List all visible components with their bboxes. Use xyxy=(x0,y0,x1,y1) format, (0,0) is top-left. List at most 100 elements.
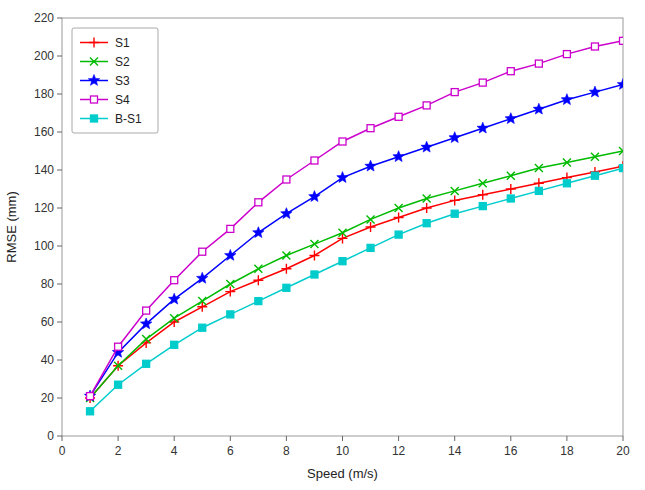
series-marker xyxy=(451,210,458,217)
x-tick xyxy=(510,436,511,441)
plot-area xyxy=(84,37,623,415)
y-tick xyxy=(57,436,62,437)
series-marker xyxy=(479,79,486,86)
series-marker xyxy=(395,113,402,120)
series-marker xyxy=(450,195,460,205)
series-marker xyxy=(199,248,206,255)
series-marker xyxy=(533,103,544,114)
series-marker xyxy=(311,157,318,164)
series-marker xyxy=(422,203,432,213)
series-marker xyxy=(255,199,262,206)
y-tick xyxy=(57,284,62,285)
legend-label: B-S1 xyxy=(115,112,142,126)
series-marker xyxy=(507,195,514,202)
series-marker xyxy=(197,272,208,283)
x-tick-label: 16 xyxy=(504,444,518,458)
y-tick xyxy=(57,56,62,57)
series-marker xyxy=(253,227,264,238)
series-marker xyxy=(198,297,206,305)
y-tick xyxy=(57,18,62,19)
y-tick xyxy=(57,208,62,209)
series-marker xyxy=(591,43,598,50)
series-marker xyxy=(365,160,376,171)
series-marker xyxy=(620,165,624,172)
series-marker xyxy=(394,213,404,223)
legend-marker xyxy=(90,58,98,66)
legend-marker xyxy=(91,96,98,103)
series-marker xyxy=(199,324,206,331)
series-marker xyxy=(449,132,460,143)
series-marker xyxy=(591,153,599,161)
series-marker xyxy=(114,362,122,370)
x-axis-label: Speed (m/s) xyxy=(307,466,378,481)
series-marker xyxy=(140,318,151,329)
y-tick xyxy=(57,170,62,171)
x-tick xyxy=(454,436,455,441)
series-marker xyxy=(311,271,318,278)
x-tick-label: 20 xyxy=(616,444,630,458)
series-marker xyxy=(254,265,262,273)
series-marker xyxy=(589,86,600,97)
series-marker xyxy=(367,244,374,251)
y-tick-label: 140 xyxy=(34,163,54,177)
y-tick xyxy=(57,246,62,247)
series-marker xyxy=(367,125,374,132)
series-marker xyxy=(477,122,488,133)
series-marker xyxy=(281,264,291,274)
x-tick xyxy=(623,436,624,441)
series-marker xyxy=(395,231,402,238)
series-marker xyxy=(339,138,346,145)
series-marker xyxy=(170,314,178,322)
legend-marker xyxy=(88,75,99,86)
x-tick-label: 4 xyxy=(171,444,178,458)
series-marker xyxy=(535,187,542,194)
series-marker xyxy=(505,113,516,124)
y-tick-label: 180 xyxy=(34,87,54,101)
series-line xyxy=(90,166,623,398)
x-tick xyxy=(342,436,343,441)
y-tick-label: 60 xyxy=(41,315,55,329)
series-marker xyxy=(563,180,570,187)
series-line xyxy=(90,151,623,398)
x-tick xyxy=(398,436,399,441)
y-tick-label: 120 xyxy=(34,201,54,215)
series-marker xyxy=(113,361,123,371)
series-marker xyxy=(84,390,95,401)
series-marker xyxy=(255,298,262,305)
series-marker xyxy=(115,343,122,350)
series-marker xyxy=(143,307,150,314)
y-tick-label: 220 xyxy=(34,11,54,25)
series-marker xyxy=(282,252,290,260)
x-tick xyxy=(286,436,287,441)
series-marker xyxy=(478,190,488,200)
series-marker xyxy=(87,393,94,400)
series-marker xyxy=(617,79,623,90)
y-tick-label: 160 xyxy=(34,125,54,139)
legend-marker xyxy=(91,115,98,122)
y-tick-label: 20 xyxy=(41,391,55,405)
series-marker xyxy=(171,341,178,348)
series-marker xyxy=(337,172,348,183)
series-marker xyxy=(283,176,290,183)
y-tick-label: 200 xyxy=(34,49,54,63)
series-line xyxy=(90,168,623,411)
series-marker xyxy=(451,187,459,195)
series-marker xyxy=(226,280,234,288)
series-marker xyxy=(393,151,404,162)
series-marker xyxy=(507,68,514,75)
series-marker xyxy=(85,393,95,403)
y-tick xyxy=(57,398,62,399)
y-tick xyxy=(57,94,62,95)
series-marker xyxy=(421,141,432,152)
series-marker xyxy=(506,184,516,194)
y-tick xyxy=(57,360,62,361)
series-marker xyxy=(309,251,319,261)
legend-label: S1 xyxy=(115,36,130,50)
series-marker xyxy=(619,147,623,155)
series-marker xyxy=(225,250,236,261)
series-marker xyxy=(339,229,347,237)
x-tick-label: 8 xyxy=(283,444,290,458)
series-marker xyxy=(451,89,458,96)
x-tick-label: 14 xyxy=(448,444,462,458)
y-tick-label: 100 xyxy=(34,239,54,253)
